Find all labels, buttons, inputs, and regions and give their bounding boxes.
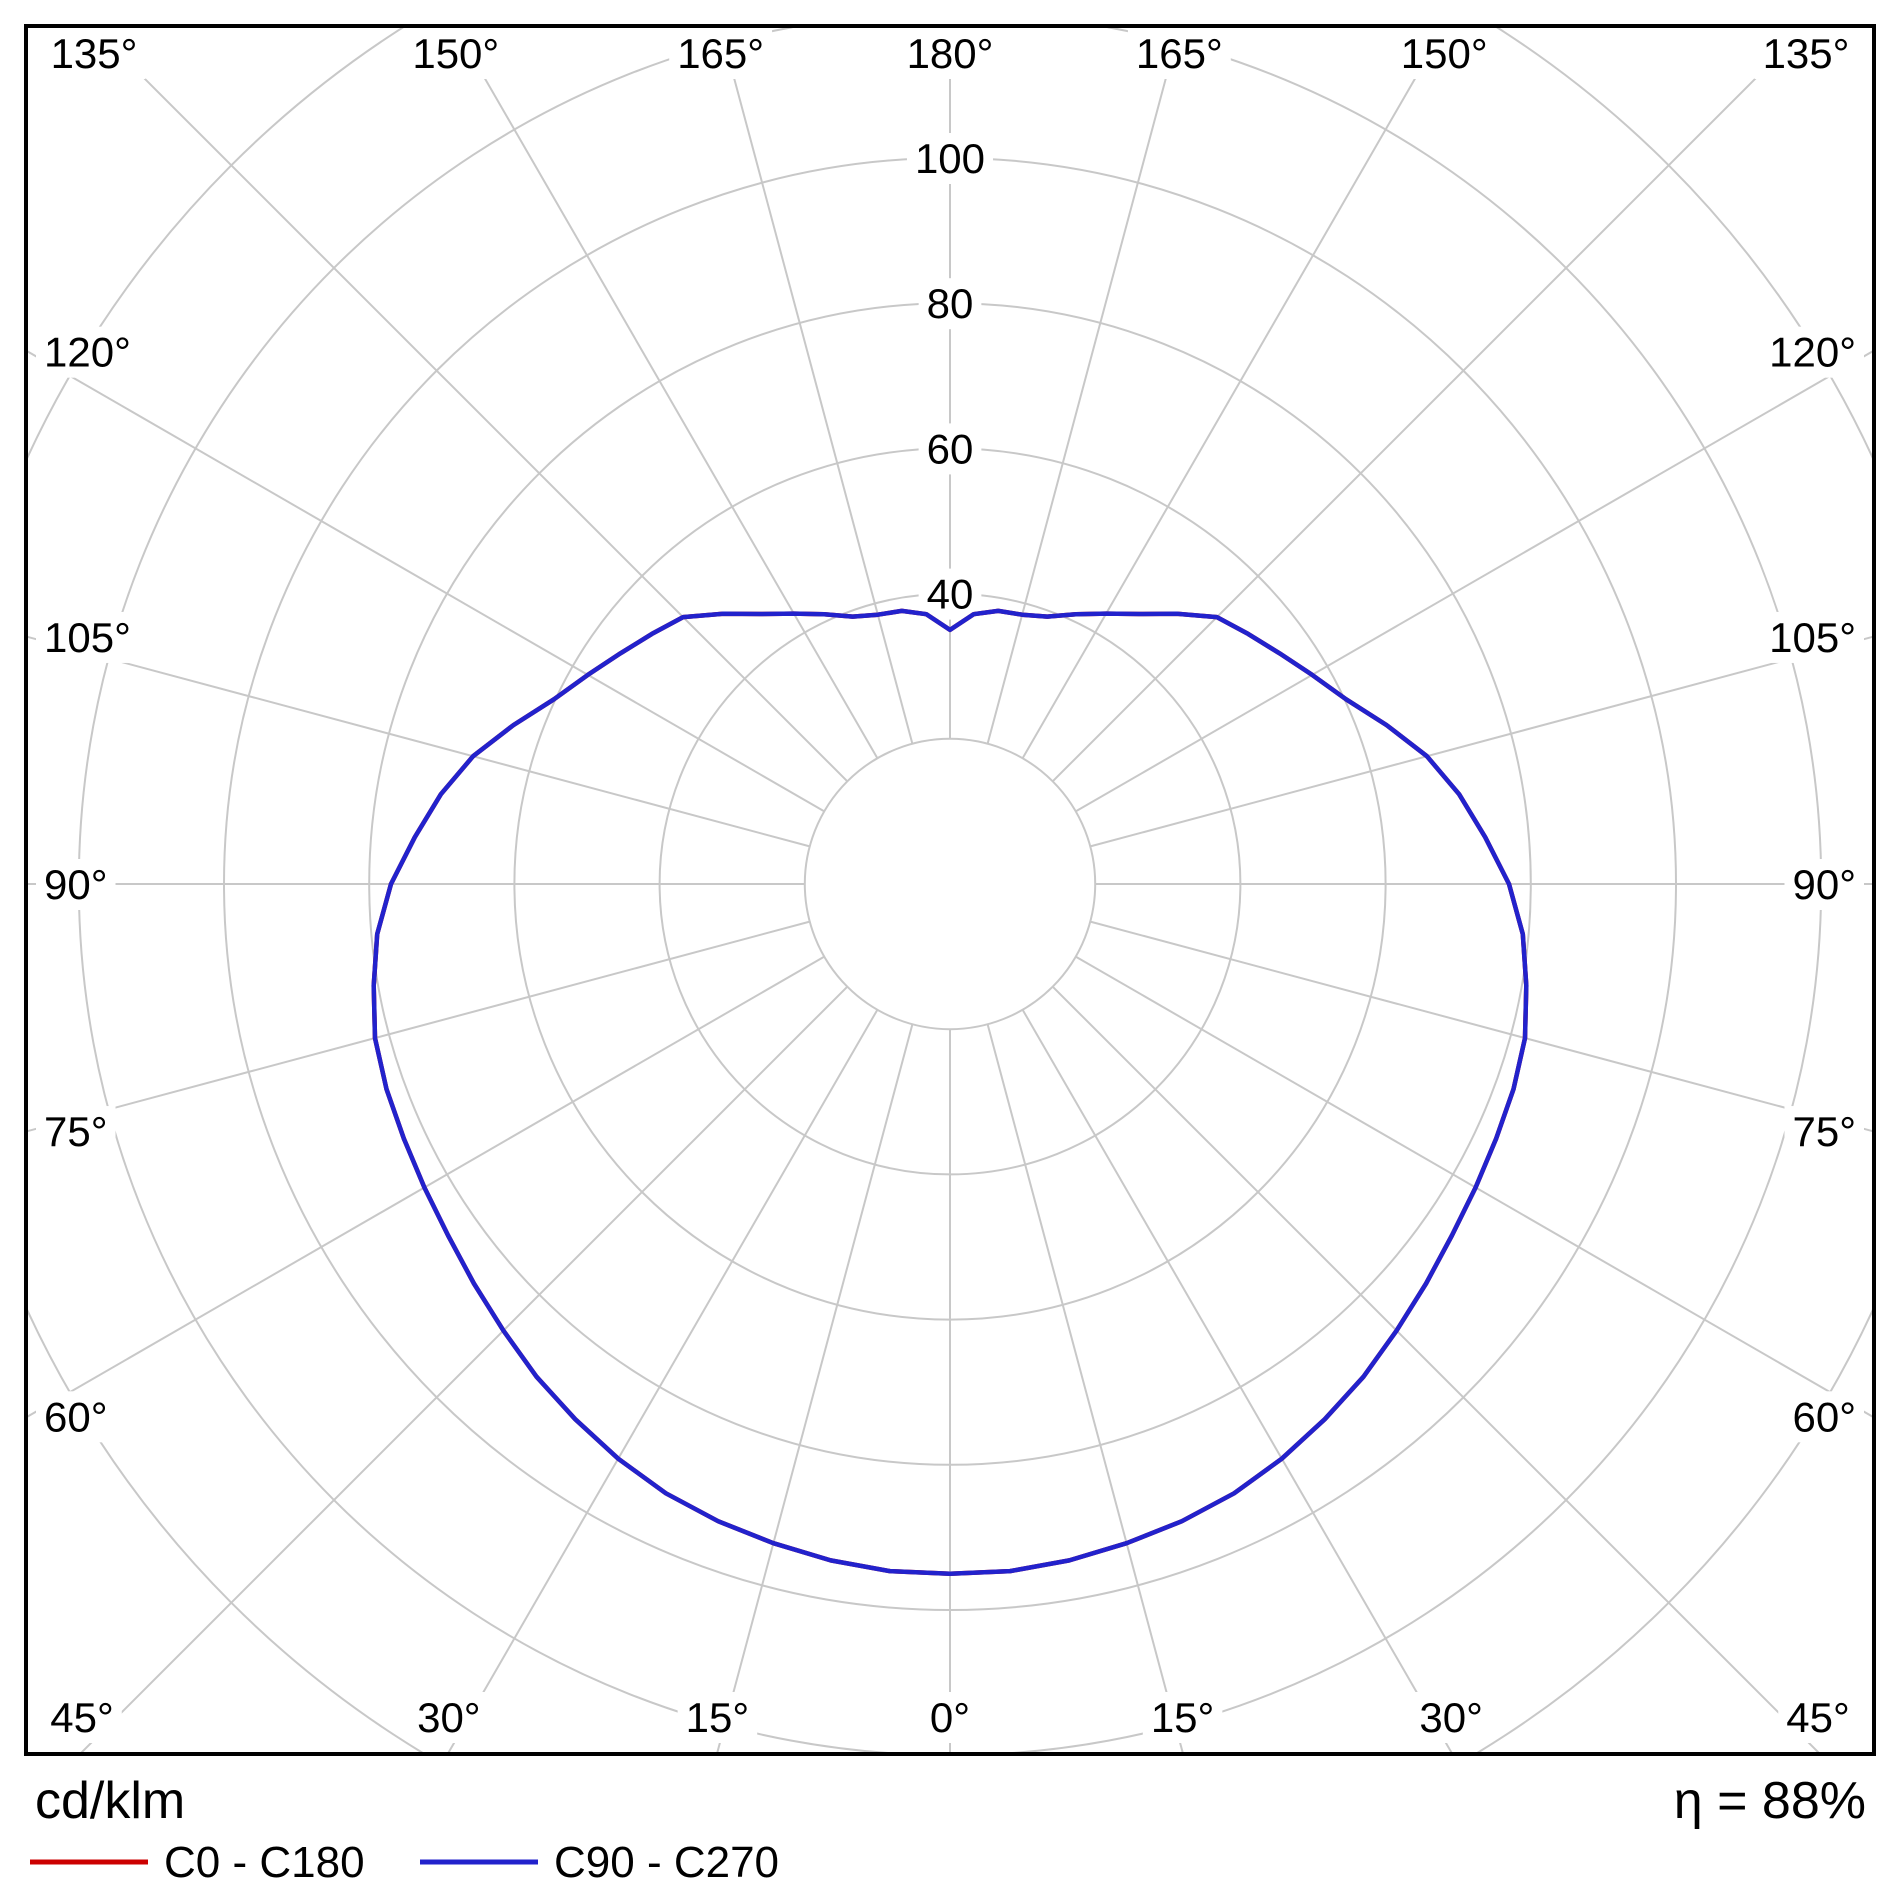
grid-spoke xyxy=(1021,1009,1453,1752)
grid-spoke xyxy=(28,635,810,848)
label-background xyxy=(1127,28,1231,79)
grid-spoke xyxy=(28,955,825,1418)
grid-spoke xyxy=(986,28,1181,744)
label-background xyxy=(36,859,116,910)
angle-label: 105° xyxy=(44,614,131,661)
grid-spoke xyxy=(1075,955,1872,1418)
grid-spoke xyxy=(454,28,879,759)
unit-label: cd/klm xyxy=(35,1772,185,1830)
angle-label: 45° xyxy=(1786,1694,1850,1741)
grid-spoke xyxy=(28,350,825,813)
angle-label: 60° xyxy=(1792,1393,1856,1440)
angle-label: 165° xyxy=(677,30,764,77)
angle-label: 75° xyxy=(44,1108,108,1155)
legend-label-c0: C0 - C180 xyxy=(164,1838,365,1887)
angle-label: 60° xyxy=(44,1393,108,1440)
grid-spoke xyxy=(716,1024,914,1752)
intensity-curves xyxy=(371,608,1529,1576)
angle-label: 180° xyxy=(907,30,994,77)
grid-spoke xyxy=(1021,28,1446,759)
label-background xyxy=(1142,1692,1223,1743)
grid-spoke xyxy=(719,28,914,744)
label-background xyxy=(36,611,139,663)
label-background xyxy=(1784,1106,1864,1158)
label-background xyxy=(1411,1692,1491,1743)
grid-ring xyxy=(803,737,1097,1031)
angle-label: 135° xyxy=(51,30,138,77)
label-background xyxy=(669,28,773,79)
label-background xyxy=(36,326,139,378)
label-background xyxy=(1754,28,1858,79)
label-background xyxy=(898,28,1002,79)
label-background xyxy=(1392,28,1496,79)
axis-labels: 40 60 80 100 0° 15° 15° 30° 30° 45° 45° 60° 60° 75° 75… xyxy=(36,28,1864,1743)
label-background xyxy=(918,423,982,475)
label-background xyxy=(36,1106,116,1158)
grid-spoke xyxy=(1075,350,1872,813)
angle-label: 15° xyxy=(686,1694,750,1741)
angle-label: 90° xyxy=(44,861,108,908)
angle-label: 120° xyxy=(1769,329,1856,376)
label-background xyxy=(918,568,982,620)
angle-label: 30° xyxy=(1419,1694,1483,1741)
grid-spoke xyxy=(28,920,810,1133)
label-background xyxy=(1784,1391,1864,1443)
grid-spoke xyxy=(1090,920,1872,1133)
legend-label-c90: C90 - C270 xyxy=(554,1838,779,1887)
angle-label: 135° xyxy=(1763,30,1850,77)
label-background xyxy=(409,1692,489,1743)
angle-label: 30° xyxy=(417,1694,481,1741)
efficiency-label: η = 88% xyxy=(1674,1772,1866,1830)
label-background xyxy=(921,1692,979,1743)
angle-label: 165° xyxy=(1136,30,1223,77)
ring-label: 80 xyxy=(927,280,974,327)
angle-label: 0° xyxy=(930,1694,970,1741)
label-background xyxy=(918,278,982,330)
angle-label: 120° xyxy=(44,329,131,376)
label-background xyxy=(404,28,508,79)
label-background xyxy=(1778,1692,1858,1743)
angle-label: 150° xyxy=(412,30,499,77)
ring-label: 40 xyxy=(927,571,974,618)
label-background xyxy=(677,1692,758,1743)
grid-spoke xyxy=(447,1009,879,1752)
angle-label: 75° xyxy=(1792,1108,1856,1155)
label-background xyxy=(906,133,994,184)
label-background xyxy=(36,1391,116,1443)
label-background xyxy=(1761,326,1864,378)
angle-label: 15° xyxy=(1151,1694,1215,1741)
grid-spoke xyxy=(1090,635,1872,848)
label-background xyxy=(42,1692,122,1743)
label-background xyxy=(1784,859,1864,910)
curve-c90 xyxy=(371,608,1529,1576)
label-background xyxy=(1761,611,1864,663)
label-background xyxy=(42,28,146,79)
angle-label: 45° xyxy=(50,1694,114,1741)
grid-spoke xyxy=(986,1024,1184,1752)
ring-label: 100 xyxy=(915,135,985,182)
plot-frame xyxy=(24,24,1876,1756)
angle-label: 105° xyxy=(1769,614,1856,661)
ring-label: 60 xyxy=(927,425,974,472)
angle-label: 150° xyxy=(1401,30,1488,77)
angle-label: 90° xyxy=(1792,861,1856,908)
